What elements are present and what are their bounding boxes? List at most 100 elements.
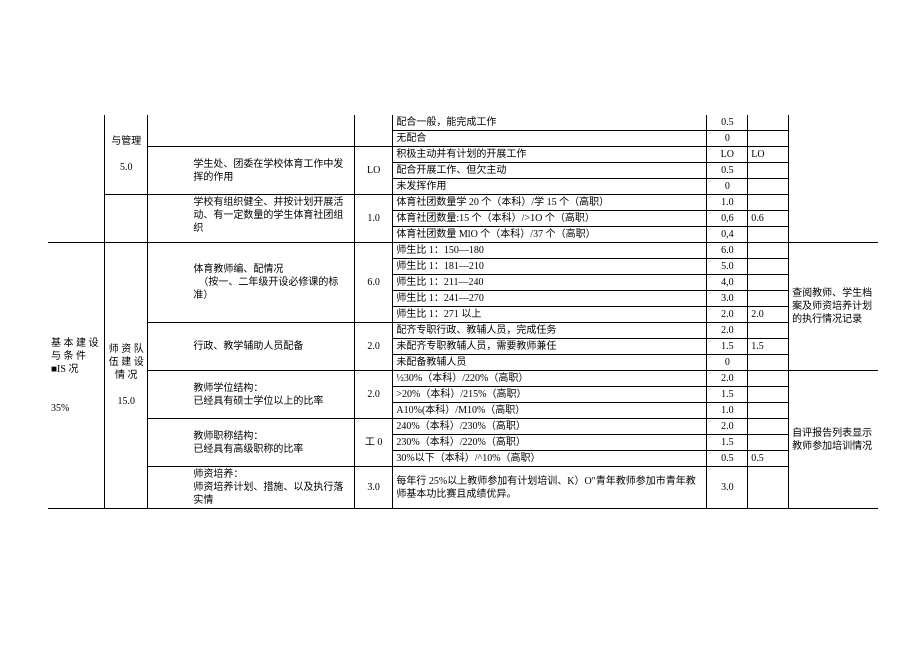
cell: 30%以下（本科）/^10%（高职） [393, 451, 707, 467]
blank [148, 147, 191, 195]
cell [748, 371, 789, 387]
cell: 体育社团数量学 20 个（本科）/学 15 个（高职） [393, 195, 707, 211]
cell: 1.0 [354, 195, 393, 243]
cell: 2.0 [354, 323, 393, 371]
cell: 1.5 [707, 435, 748, 451]
evaluation-table: 与管理5.0 配合一般，能完成工作 0.5 无配合 0 学生处、团委在学校体育工… [48, 115, 878, 509]
cell: A10%(本科）/M10%（高职） [393, 403, 707, 419]
cell: 0.6 [748, 211, 789, 227]
cell: 0 [707, 355, 748, 371]
blank [148, 467, 191, 509]
cell [748, 323, 789, 339]
cell [748, 435, 789, 451]
cell: 师生比 1：271 以上 [393, 307, 707, 323]
cell: LO [707, 147, 748, 163]
cell: 3.0 [707, 467, 748, 509]
cell: 1.0 [707, 195, 748, 211]
cell: 0 [707, 131, 748, 147]
cell: 0.5 [748, 451, 789, 467]
cell: 2.0 [748, 307, 789, 323]
cell [748, 259, 789, 275]
cell: LO [748, 147, 789, 163]
blank-b [190, 115, 354, 147]
cell: 4,0 [707, 275, 748, 291]
cell: 配合一般，能完成工作 [393, 115, 707, 131]
cell [748, 275, 789, 291]
cell: 师生比 1：241—270 [393, 291, 707, 307]
cell: 2.0 [707, 323, 748, 339]
cell: 教师学位结构： 已经具有硕士学位以上的比率 [190, 371, 354, 419]
cell: 0.5 [707, 163, 748, 179]
cell: ½30%（本科）/220%（高职） [393, 371, 707, 387]
cell: 行政、教学辅助人员配备 [190, 323, 354, 371]
blank [148, 419, 191, 467]
cell: 1.5 [707, 339, 748, 355]
cell: 0.5 [707, 451, 748, 467]
cell: 0 [707, 179, 748, 195]
cell: 0,6 [707, 211, 748, 227]
cell: 积极主动并有计划的开展工作 [393, 147, 707, 163]
blank [148, 371, 191, 419]
cell: 230%（本科）/220%（高职） [393, 435, 707, 451]
cell: 配齐专职行政、教辅人员，完成任务 [393, 323, 707, 339]
cell: 3.0 [707, 291, 748, 307]
notes-upper [789, 115, 878, 243]
cell: 240%（本科）/230%（高职） [393, 419, 707, 435]
cell: 1.5 [748, 339, 789, 355]
cell: 工 0 [354, 419, 393, 467]
cell: 未配备教辅人员 [393, 355, 707, 371]
cell [748, 115, 789, 131]
cell: 1.0 [707, 403, 748, 419]
blank-c [354, 115, 393, 147]
cell: 未发挥作用 [393, 179, 707, 195]
cell [748, 227, 789, 243]
cell: 1.5 [707, 387, 748, 403]
cell: 师生比 1：211—240 [393, 275, 707, 291]
cell: 0,4 [707, 227, 748, 243]
cell [748, 467, 789, 509]
col1-upper [48, 115, 105, 243]
cell: 体育教师编、配情况 （按一、二年级开设必修课的标准） [190, 243, 354, 323]
cell [748, 355, 789, 371]
cell [748, 419, 789, 435]
cell: 体育社团数量:15 个（本科）/>1O 个（高职） [393, 211, 707, 227]
cell [748, 291, 789, 307]
cell: 学校有组织健全、并按计划开展活动、有一定数量的学生体育社团组织 [190, 195, 354, 243]
cell [748, 163, 789, 179]
cell: 配合开展工作、但欠主动 [393, 163, 707, 179]
cell [748, 195, 789, 211]
cell: 2.0 [707, 371, 748, 387]
cell [748, 403, 789, 419]
notes-1: 查阅教师、学生档案及师资培养计划的执行情况记录 [789, 243, 878, 371]
cell: 师资培养： 师资培养计划、措施、以及执行落实情 [190, 467, 354, 509]
blank [148, 195, 191, 243]
cell: 3.0 [354, 467, 393, 509]
notes-2: 自评报告列表显示教师参加培训情况 [789, 371, 878, 509]
cell: 无配合 [393, 131, 707, 147]
cell: 每年行 25%以上教师参加有计划培训、K）O"青年教师参加市青年教师基本功比赛且… [393, 467, 707, 509]
cell: 体育社团数量 MlO 个（本科）/37 个（高职） [393, 227, 707, 243]
col1-main: 基 本 建 设 与 条 件 ■IS 况35% [48, 243, 105, 509]
club-blank [105, 195, 148, 243]
cell [748, 243, 789, 259]
cell: 6.0 [354, 243, 393, 323]
cell [748, 131, 789, 147]
cell: LO [354, 147, 393, 195]
cell: 6.0 [707, 243, 748, 259]
cell: 教师职称结构： 已经具有高级职称的比率 [190, 419, 354, 467]
cell [748, 387, 789, 403]
blank [148, 323, 191, 371]
cell: 0.5 [707, 115, 748, 131]
cell [748, 179, 789, 195]
cell: 2.0 [707, 419, 748, 435]
blank [148, 243, 191, 323]
admin-label: 与管理5.0 [105, 115, 148, 195]
cell: >20%（本科）/215%（高职） [393, 387, 707, 403]
cell: 师生比 1：181—210 [393, 259, 707, 275]
cell: 师生比 1：150—180 [393, 243, 707, 259]
cell: 5.0 [707, 259, 748, 275]
cell: 2.0 [707, 307, 748, 323]
cell: 未配齐专职教辅人员，需要教师兼任 [393, 339, 707, 355]
cell: 学生处、团委在学校体育工作中发挥的作用 [190, 147, 354, 195]
staff-label: 师 资 队 伍 建 设 情 况15.0 [105, 243, 148, 509]
